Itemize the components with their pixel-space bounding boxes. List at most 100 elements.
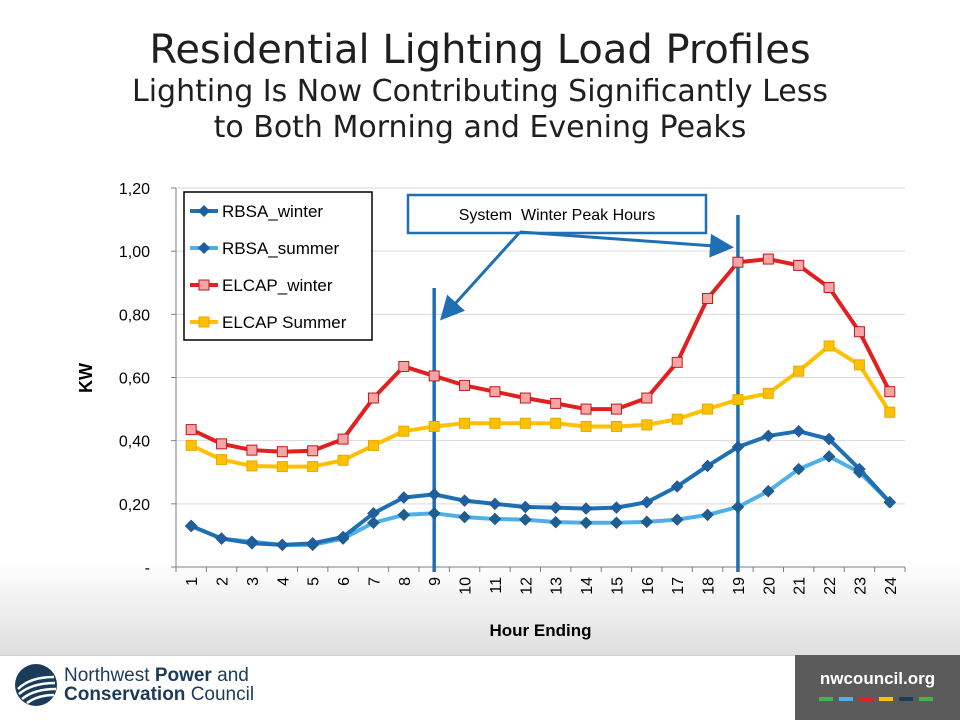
data-point-marker — [549, 515, 563, 529]
x-tick-label: 9 — [427, 577, 444, 586]
data-point-marker — [458, 510, 471, 524]
accent-bar — [819, 697, 833, 701]
data-point-marker — [701, 459, 714, 473]
org-line2-bold: Conservation — [64, 684, 186, 705]
accent-bar — [899, 697, 913, 701]
y-tick-label: 0,40 — [119, 434, 150, 451]
x-tick-label: 4 — [275, 577, 292, 586]
data-point-marker — [397, 491, 411, 504]
council-name: Northwest Power and Conservation Council — [64, 666, 254, 704]
annotation-box — [406, 193, 708, 235]
data-point-marker — [793, 259, 805, 271]
x-axis-label: Hour Ending — [490, 621, 592, 640]
data-point-marker — [762, 253, 774, 265]
data-point-marker — [550, 417, 562, 429]
data-point-marker — [823, 340, 835, 352]
data-point-marker — [550, 397, 562, 409]
annotation-arrow-left — [439, 230, 522, 321]
data-point-marker — [761, 484, 775, 498]
slide-title: Residential Lighting Load Profiles — [149, 27, 811, 73]
data-point-marker — [579, 502, 593, 515]
data-point-marker — [823, 281, 835, 293]
data-point-marker — [246, 460, 258, 472]
url-accent-bars — [819, 697, 933, 701]
y-tick-label: 0,60 — [119, 371, 150, 388]
data-point-marker — [670, 513, 684, 526]
data-point-marker — [822, 432, 836, 446]
data-point-marker — [367, 506, 380, 520]
y-tick-label: 1,00 — [119, 244, 150, 261]
data-point-marker — [641, 419, 653, 431]
data-point-marker — [610, 516, 623, 530]
data-point-marker — [306, 536, 320, 550]
data-point-marker — [761, 429, 775, 443]
data-point-marker — [275, 538, 289, 552]
data-point-marker — [488, 497, 502, 511]
data-point-marker — [428, 370, 440, 382]
data-point-marker — [185, 439, 197, 451]
accent-bar — [919, 697, 933, 701]
data-point-marker — [671, 356, 683, 368]
x-tick-label: 10 — [458, 577, 475, 595]
data-point-marker — [488, 512, 502, 526]
org-line1-regular: Northwest — [64, 665, 155, 686]
series-line — [190, 454, 892, 547]
data-point-marker — [184, 519, 198, 533]
legend-swatch-marker — [198, 242, 210, 254]
y-axis-label: KW — [76, 363, 96, 393]
legend-entry-label: ELCAP_winter — [222, 276, 333, 295]
data-point-marker — [732, 394, 744, 406]
data-point-marker — [640, 495, 654, 509]
data-point-marker — [792, 462, 806, 476]
accent-bar — [879, 697, 893, 701]
data-point-marker — [307, 461, 319, 473]
org-line1-end: and — [211, 665, 249, 686]
x-tick-label: 20 — [761, 577, 778, 595]
x-tick-label: 17 — [670, 577, 687, 595]
data-point-marker — [518, 500, 532, 514]
data-point-marker — [731, 440, 745, 454]
x-tick-label: 3 — [245, 577, 262, 586]
slide-title-block: Residential Lighting Load Profiles Light… — [0, 26, 960, 146]
x-tick-label: 22 — [822, 577, 839, 595]
annotation-arrow-right — [519, 230, 734, 258]
data-point-marker — [489, 386, 501, 398]
x-tick-label: 18 — [701, 577, 718, 595]
x-tick-label: 6 — [336, 577, 353, 586]
data-point-marker — [732, 256, 744, 268]
legend-entry-label: ELCAP Summer — [222, 313, 347, 332]
accent-bar — [859, 697, 873, 701]
data-point-marker — [245, 536, 259, 550]
x-tick-label: 5 — [306, 577, 323, 586]
x-tick-label: 11 — [488, 577, 505, 594]
data-point-marker — [701, 508, 714, 522]
data-point-marker — [215, 532, 228, 545]
org-line2-end: Council — [185, 684, 255, 705]
data-point-marker — [337, 433, 349, 445]
data-point-marker — [398, 360, 410, 372]
data-point-marker — [489, 417, 501, 429]
website-url[interactable]: nwcouncil.org — [819, 669, 936, 688]
lighting-load-chart: -0,200,400,600,801,001,201 2 3 4 5 6 7 8 9 10 11 12… — [76, 181, 906, 640]
x-tick-label: 23 — [852, 577, 869, 595]
x-tick-label: 2 — [215, 577, 232, 586]
data-point-marker — [883, 495, 897, 509]
chart-axes — [171, 187, 906, 572]
data-point-marker — [428, 420, 440, 432]
data-point-marker — [610, 420, 622, 432]
data-point-marker — [793, 365, 805, 377]
legend-entry-label: RBSA_winter — [222, 202, 323, 221]
legend-swatch-marker — [198, 316, 210, 328]
data-point-marker — [762, 387, 774, 399]
y-tick-label: 0,20 — [119, 497, 150, 514]
x-tick-label: 12 — [518, 577, 535, 595]
data-point-marker — [579, 516, 593, 530]
data-point-marker — [580, 403, 592, 415]
data-point-marker — [518, 513, 532, 526]
x-tick-label: 24 — [883, 577, 900, 595]
chart-tick-labels: -0,200,400,600,801,001,201 2 3 4 5 6 7 8 9 10 11 12… — [119, 181, 900, 595]
data-point-marker — [367, 439, 379, 451]
x-tick-label: 7 — [366, 577, 383, 586]
org-line1-bold: Power — [154, 665, 212, 686]
